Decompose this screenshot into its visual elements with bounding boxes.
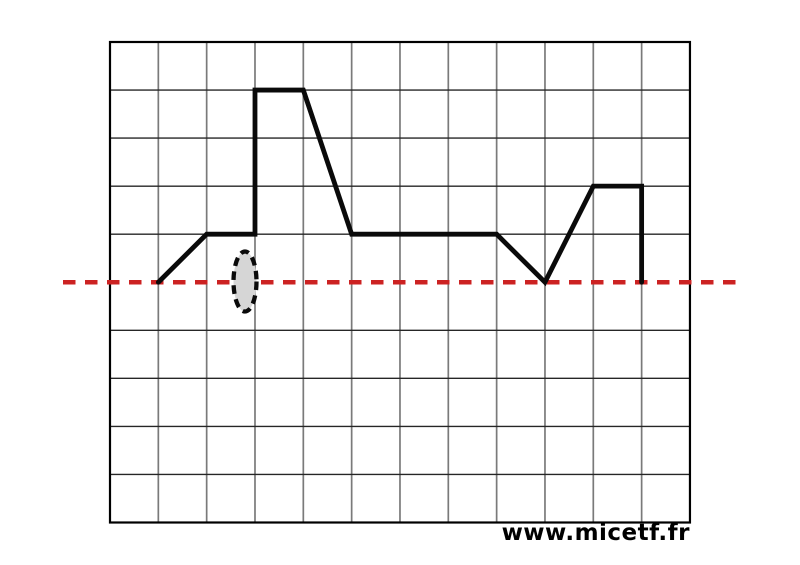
- figure-polyline: [155, 87, 645, 287]
- start-marker-ellipse: [231, 249, 259, 314]
- marker-layer: [231, 249, 259, 314]
- watermark-text: www.micetf.fr: [501, 520, 690, 546]
- figure-layer: [155, 87, 645, 287]
